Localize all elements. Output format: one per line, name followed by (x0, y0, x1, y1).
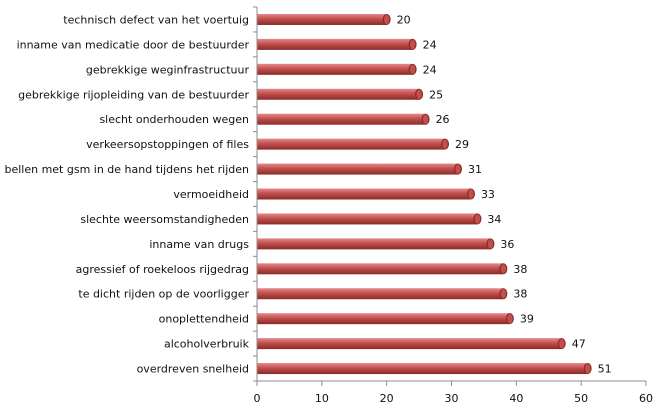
value-labels: 20 24 24 25 26 29 31 33 34 36 38 38 39 47 51 (397, 13, 612, 375)
value-label: 51 (598, 363, 612, 376)
x-tick-label: 50 (574, 392, 588, 405)
bar-body (257, 138, 446, 150)
bar-body (257, 13, 387, 25)
value-label: 34 (487, 213, 501, 226)
bar-body (257, 338, 562, 350)
category-label: te dicht rijden op de voorligger (78, 288, 249, 301)
category-label: slecht onderhouden wegen (99, 113, 249, 126)
x-tick-label: 0 (254, 392, 261, 405)
category-label: bellen met gsm in de hand tijdens het ri… (4, 163, 249, 176)
bar-end-face (487, 238, 494, 250)
bar-end-face (500, 263, 507, 275)
bar-body (257, 238, 491, 250)
bar (257, 113, 430, 125)
bar (257, 288, 508, 300)
bar-end-face (383, 14, 390, 25)
value-label: 29 (455, 138, 469, 151)
value-label: 31 (468, 163, 482, 176)
bar-body (257, 188, 471, 200)
category-label: onoplettendheid (159, 313, 249, 326)
value-label: 20 (397, 13, 411, 26)
value-label: 36 (500, 238, 514, 251)
category-label: agressief of roekeloos rijgedrag (76, 263, 249, 276)
value-label: 26 (436, 113, 450, 126)
bar-body (257, 38, 413, 50)
axes: 0 10 20 30 40 50 60 (253, 6, 653, 405)
bar (257, 138, 450, 150)
bar (257, 13, 391, 25)
bar (257, 338, 566, 350)
x-tick-label: 60 (639, 392, 653, 405)
bar-body (257, 288, 504, 300)
bar-end-face (558, 338, 566, 349)
category-label: overdreven snelheid (137, 363, 249, 376)
value-label: 39 (520, 313, 534, 326)
category-label: gebrekkige rijopleiding van de bestuurde… (18, 88, 249, 101)
bar (257, 313, 514, 325)
bar-end-face (409, 39, 416, 50)
bars-layer (257, 13, 592, 375)
bar (257, 88, 424, 100)
x-tick-label: 10 (315, 392, 329, 405)
bar-end-face (415, 88, 423, 100)
x-tick-label: 30 (445, 392, 459, 405)
bar-body (257, 88, 420, 100)
bar-body (257, 213, 478, 225)
value-label: 47 (572, 338, 586, 351)
bar-end-face (467, 188, 475, 200)
category-label: slechte weersomstandigheden (80, 213, 249, 226)
bar-body (257, 263, 504, 275)
bar (257, 238, 495, 250)
bar-end-face (441, 138, 449, 150)
category-label: inname van drugs (149, 238, 249, 251)
value-label: 38 (513, 288, 527, 301)
bar-body (257, 163, 458, 175)
bar (257, 188, 475, 200)
bar-body (257, 113, 426, 125)
bar-end-face (474, 213, 481, 225)
value-label: 24 (423, 38, 437, 51)
category-label: technisch defect van het voertuig (63, 13, 249, 26)
category-label: gebrekkige weginfrastructuur (86, 63, 250, 76)
bar (257, 163, 462, 175)
bar-body (257, 63, 413, 75)
category-label: vermoeidheid (173, 188, 249, 201)
value-label: 33 (481, 188, 495, 201)
bar-end-face (409, 64, 416, 75)
value-label: 25 (429, 88, 443, 101)
bar (257, 263, 508, 275)
x-tick-label: 20 (380, 392, 394, 405)
bar-body (257, 363, 588, 375)
bar-end-face (454, 163, 462, 175)
category-label: alcoholverbruik (164, 338, 250, 351)
category-labels: technisch defect van het voertuig inname … (4, 13, 249, 375)
bar (257, 363, 592, 375)
value-label: 38 (513, 263, 527, 276)
bar-end-face (422, 113, 429, 125)
bar-end-face (506, 313, 514, 324)
bar (257, 63, 417, 75)
bar (257, 38, 417, 50)
category-label: inname van medicatie door de bestuurder (17, 38, 250, 51)
bar-body (257, 313, 510, 325)
bar-end-face (500, 288, 507, 300)
bar-end-face (584, 363, 591, 374)
x-tick-label: 40 (509, 392, 523, 405)
bar (257, 213, 482, 225)
value-label: 24 (423, 63, 437, 76)
category-label: verkeersopstoppingen of files (86, 138, 249, 151)
